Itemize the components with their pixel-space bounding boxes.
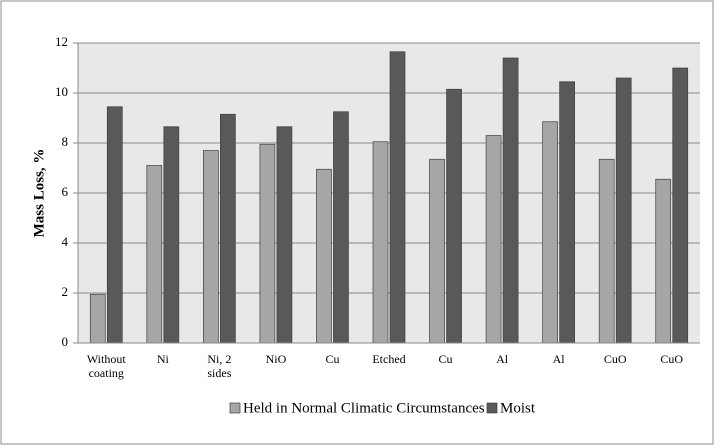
bar bbox=[372, 141, 389, 344]
x-tick-label: CuO bbox=[660, 352, 684, 366]
bar bbox=[333, 111, 349, 344]
y-tick-label: 4 bbox=[62, 234, 69, 249]
bar bbox=[446, 88, 462, 344]
x-tick-label: CuO bbox=[603, 352, 627, 366]
y-tick-label: 8 bbox=[62, 134, 69, 149]
x-tick-label: Ni, 2 sides bbox=[207, 352, 232, 380]
bar bbox=[615, 77, 632, 344]
bar bbox=[559, 81, 575, 344]
legend-swatch bbox=[229, 402, 241, 414]
bar bbox=[203, 150, 219, 344]
bar bbox=[106, 106, 123, 344]
bar bbox=[259, 143, 276, 344]
bar bbox=[598, 158, 615, 344]
bar bbox=[389, 51, 406, 344]
bar bbox=[89, 293, 106, 344]
x-tick-label: Cu bbox=[438, 352, 453, 366]
legend-swatch bbox=[486, 402, 498, 414]
y-axis-label: Mass Loss, % bbox=[31, 149, 47, 238]
y-tick-label: 12 bbox=[55, 34, 68, 49]
y-tick-label: 2 bbox=[62, 284, 69, 299]
x-tick-label: Al bbox=[496, 352, 509, 366]
bar bbox=[163, 126, 180, 344]
y-tick-label: 6 bbox=[62, 184, 69, 199]
bar bbox=[655, 178, 672, 344]
x-tick-label: Etched bbox=[372, 352, 406, 366]
x-tick-label: Al bbox=[552, 352, 565, 366]
legend-label: Moist bbox=[500, 400, 536, 416]
y-tick-label: 10 bbox=[55, 84, 68, 99]
bar bbox=[276, 126, 293, 344]
y-tick-label: 0 bbox=[62, 334, 69, 349]
bar bbox=[672, 67, 689, 344]
x-tick-label: Ni bbox=[156, 352, 169, 366]
bar bbox=[502, 57, 519, 344]
bar bbox=[542, 121, 558, 344]
bar bbox=[220, 113, 236, 344]
bar bbox=[146, 165, 163, 344]
x-tick-label: Cu bbox=[325, 352, 340, 366]
bar bbox=[485, 135, 502, 344]
bar bbox=[316, 168, 332, 344]
legend-label: Held in Normal Climatic Circumstances bbox=[243, 400, 485, 416]
x-tick-label: NiO bbox=[265, 352, 287, 366]
bar bbox=[429, 158, 445, 344]
x-tick-label: Without coating bbox=[86, 352, 126, 380]
